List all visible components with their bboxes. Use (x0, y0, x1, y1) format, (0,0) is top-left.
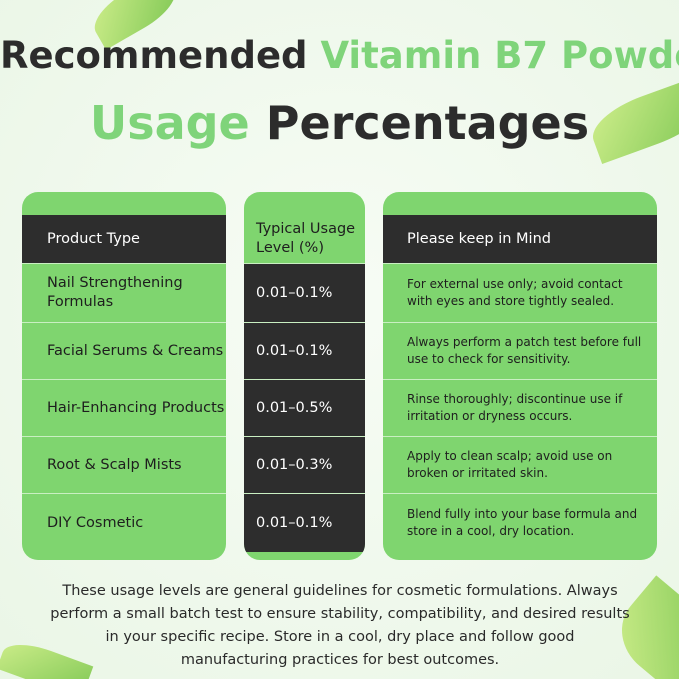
table-cell: Always perform a patch test before full … (383, 322, 657, 379)
table-cell: Facial Serums & Creams (22, 322, 226, 379)
table-column: Typical Usage Level (%) 0.01–0.1% 0.01–0.1… (244, 192, 365, 560)
table-cell: 0.01–0.1% (244, 322, 365, 379)
column-header: Typical Usage Level (%) (244, 215, 365, 263)
footer-note: These usage levels are general guideline… (50, 583, 630, 668)
table-column: Please keep in Mind For external use only… (383, 192, 657, 560)
column-header: Please keep in Mind (383, 215, 657, 263)
table-cell: Apply to clean scalp; avoid use on broke… (383, 436, 657, 493)
table-cell: 0.01–0.1% (244, 263, 365, 322)
table-cell: 0.01–0.5% (244, 379, 365, 436)
column-header: Product Type (22, 215, 226, 263)
table-cell: 0.01–0.1% (244, 493, 365, 552)
title-dark: Recommended (0, 34, 308, 77)
table-cell: Blend fully into your base formula and s… (383, 493, 657, 552)
title-dark: Percentages (265, 96, 590, 150)
title-green: Usage (89, 96, 250, 150)
table-cell: For external use only; avoid contact wit… (383, 263, 657, 322)
title-line: Recommended Vitamin B7 Powder (0, 34, 679, 77)
table-cell: DIY Cosmetic (22, 493, 226, 552)
title-line: Usage Percentages (0, 96, 679, 150)
title-green: Vitamin B7 Powder (320, 34, 679, 77)
table-cell: Hair-Enhancing Products (22, 379, 226, 436)
table-column: Product Type Nail Strengthening Formulas F… (22, 192, 226, 560)
table-cell: 0.01–0.3% (244, 436, 365, 493)
table-cell: Rinse thoroughly; discontinue use if irr… (383, 379, 657, 436)
table-cell: Root & Scalp Mists (22, 436, 226, 493)
table-cell: Nail Strengthening Formulas (22, 263, 226, 322)
